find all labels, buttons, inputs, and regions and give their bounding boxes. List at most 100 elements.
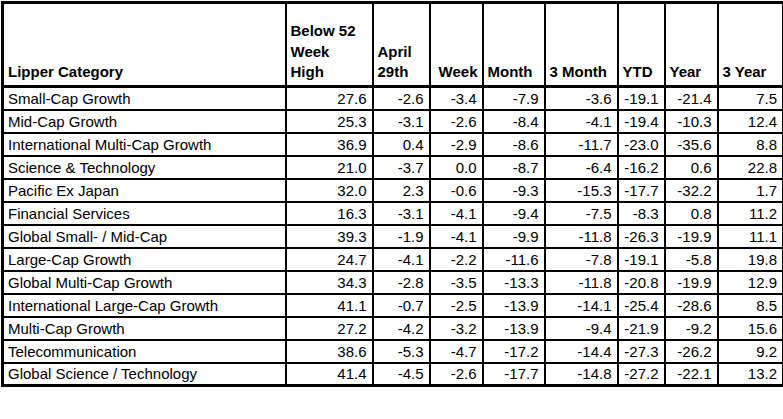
value-cell[interactable]: -2.6 xyxy=(430,363,483,386)
category-cell[interactable]: Global Multi-Cap Growth xyxy=(3,271,286,294)
value-cell[interactable]: -14.1 xyxy=(545,294,618,317)
value-cell[interactable]: 41.4 xyxy=(286,363,373,386)
value-cell[interactable]: -8.7 xyxy=(483,156,545,179)
column-header-lipper-category[interactable]: Lipper Category xyxy=(3,3,286,87)
value-cell[interactable]: -3.2 xyxy=(430,317,483,340)
value-cell[interactable]: 8.8 xyxy=(718,133,783,156)
category-cell[interactable]: International Large-Cap Growth xyxy=(3,294,286,317)
value-cell[interactable]: -13.9 xyxy=(483,294,545,317)
value-cell[interactable]: -19.9 xyxy=(665,271,718,294)
value-cell[interactable]: 38.6 xyxy=(286,340,373,363)
value-cell[interactable]: 21.0 xyxy=(286,156,373,179)
value-cell[interactable]: -27.3 xyxy=(618,340,665,363)
value-cell[interactable]: -4.1 xyxy=(545,110,618,133)
value-cell[interactable]: -3.4 xyxy=(430,87,483,110)
value-cell[interactable]: -2.6 xyxy=(373,87,430,110)
value-cell[interactable]: -2.9 xyxy=(430,133,483,156)
column-header-3-month[interactable]: 3 Month xyxy=(545,3,618,87)
column-header-april-29th[interactable]: April 29th xyxy=(373,3,430,87)
category-cell[interactable]: Mid-Cap Growth xyxy=(3,110,286,133)
value-cell[interactable]: -8.4 xyxy=(483,110,545,133)
value-cell[interactable]: -25.4 xyxy=(618,294,665,317)
value-cell[interactable]: -9.9 xyxy=(483,225,545,248)
value-cell[interactable]: -0.6 xyxy=(430,179,483,202)
value-cell[interactable]: 9.2 xyxy=(718,340,783,363)
value-cell[interactable]: -4.2 xyxy=(373,317,430,340)
value-cell[interactable]: -9.2 xyxy=(665,317,718,340)
category-cell[interactable]: International Multi-Cap Growth xyxy=(3,133,286,156)
value-cell[interactable]: 7.5 xyxy=(718,87,783,110)
value-cell[interactable]: -1.9 xyxy=(373,225,430,248)
value-cell[interactable]: 27.6 xyxy=(286,87,373,110)
value-cell[interactable]: -7.9 xyxy=(483,87,545,110)
category-cell[interactable]: Multi-Cap Growth xyxy=(3,317,286,340)
value-cell[interactable]: -19.9 xyxy=(665,225,718,248)
value-cell[interactable]: -2.2 xyxy=(430,248,483,271)
value-cell[interactable]: 24.7 xyxy=(286,248,373,271)
value-cell[interactable]: 0.6 xyxy=(665,156,718,179)
value-cell[interactable]: -3.6 xyxy=(545,87,618,110)
value-cell[interactable]: -9.3 xyxy=(483,179,545,202)
category-cell[interactable]: Pacific Ex Japan xyxy=(3,179,286,202)
category-cell[interactable]: Global Small- / Mid-Cap xyxy=(3,225,286,248)
category-cell[interactable]: Small-Cap Growth xyxy=(3,87,286,110)
value-cell[interactable]: -3.1 xyxy=(373,110,430,133)
value-cell[interactable]: -3.1 xyxy=(373,202,430,225)
category-cell[interactable]: Large-Cap Growth xyxy=(3,248,286,271)
value-cell[interactable]: 12.9 xyxy=(718,271,783,294)
value-cell[interactable]: 39.3 xyxy=(286,225,373,248)
value-cell[interactable]: -13.9 xyxy=(483,317,545,340)
value-cell[interactable]: -19.4 xyxy=(618,110,665,133)
value-cell[interactable]: -35.6 xyxy=(665,133,718,156)
value-cell[interactable]: 34.3 xyxy=(286,271,373,294)
value-cell[interactable]: -7.5 xyxy=(545,202,618,225)
value-cell[interactable]: -9.4 xyxy=(545,317,618,340)
value-cell[interactable]: -2.5 xyxy=(430,294,483,317)
value-cell[interactable]: -8.6 xyxy=(483,133,545,156)
value-cell[interactable]: -22.1 xyxy=(665,363,718,386)
value-cell[interactable]: -32.2 xyxy=(665,179,718,202)
value-cell[interactable]: -4.7 xyxy=(430,340,483,363)
value-cell[interactable]: -21.9 xyxy=(618,317,665,340)
value-cell[interactable]: 0.8 xyxy=(665,202,718,225)
value-cell[interactable]: -21.4 xyxy=(665,87,718,110)
column-header-year[interactable]: Year xyxy=(665,3,718,87)
value-cell[interactable]: 16.3 xyxy=(286,202,373,225)
value-cell[interactable]: 1.7 xyxy=(718,179,783,202)
value-cell[interactable]: -13.3 xyxy=(483,271,545,294)
value-cell[interactable]: -3.5 xyxy=(430,271,483,294)
value-cell[interactable]: -17.7 xyxy=(483,363,545,386)
value-cell[interactable]: -26.3 xyxy=(618,225,665,248)
value-cell[interactable]: -7.8 xyxy=(545,248,618,271)
value-cell[interactable]: -11.8 xyxy=(545,271,618,294)
value-cell[interactable]: 22.8 xyxy=(718,156,783,179)
value-cell[interactable]: -4.1 xyxy=(430,202,483,225)
value-cell[interactable]: 32.0 xyxy=(286,179,373,202)
value-cell[interactable]: 11.2 xyxy=(718,202,783,225)
value-cell[interactable]: 2.3 xyxy=(373,179,430,202)
column-header-week[interactable]: Week xyxy=(430,3,483,87)
value-cell[interactable]: -4.1 xyxy=(430,225,483,248)
value-cell[interactable]: -8.3 xyxy=(618,202,665,225)
value-cell[interactable]: -23.0 xyxy=(618,133,665,156)
value-cell[interactable]: -17.2 xyxy=(483,340,545,363)
category-cell[interactable]: Science & Technology xyxy=(3,156,286,179)
value-cell[interactable]: -27.2 xyxy=(618,363,665,386)
column-header-month[interactable]: Month xyxy=(483,3,545,87)
value-cell[interactable]: -10.3 xyxy=(665,110,718,133)
value-cell[interactable]: -9.4 xyxy=(483,202,545,225)
value-cell[interactable]: -19.1 xyxy=(618,248,665,271)
value-cell[interactable]: -15.3 xyxy=(545,179,618,202)
value-cell[interactable]: 8.5 xyxy=(718,294,783,317)
value-cell[interactable]: 15.6 xyxy=(718,317,783,340)
value-cell[interactable]: -11.8 xyxy=(545,225,618,248)
value-cell[interactable]: -11.6 xyxy=(483,248,545,271)
value-cell[interactable]: -2.6 xyxy=(430,110,483,133)
column-header-ytd[interactable]: YTD xyxy=(618,3,665,87)
category-cell[interactable]: Telecommunication xyxy=(3,340,286,363)
value-cell[interactable]: -19.1 xyxy=(618,87,665,110)
value-cell[interactable]: -28.6 xyxy=(665,294,718,317)
value-cell[interactable]: 41.1 xyxy=(286,294,373,317)
value-cell[interactable]: -6.4 xyxy=(545,156,618,179)
value-cell[interactable]: 13.2 xyxy=(718,363,783,386)
